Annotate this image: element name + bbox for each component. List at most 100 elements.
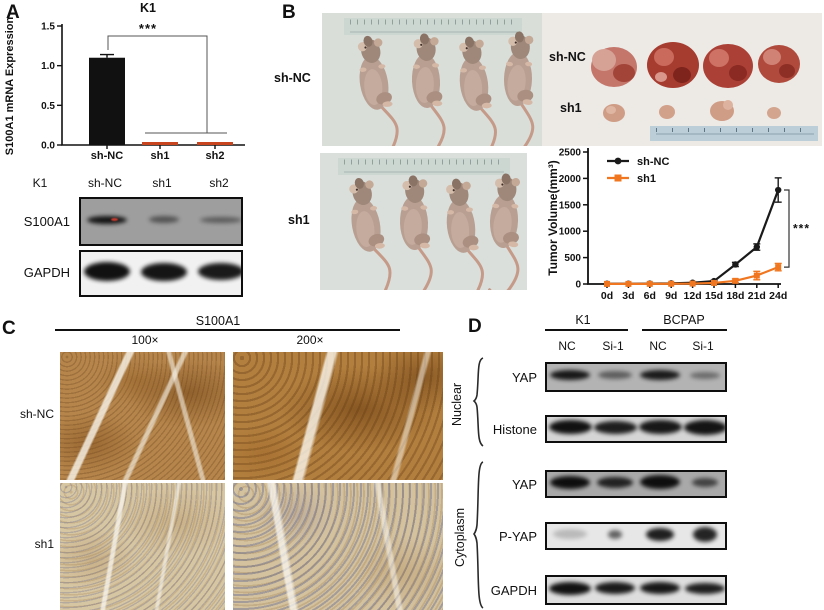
panel-c-label: C (2, 318, 16, 339)
ihc-image-sh-nc-200x (233, 352, 443, 480)
lane-label: Si-1 (692, 339, 714, 353)
mice-photo-sh1 (320, 153, 527, 290)
panel-a-row-label: S100A1 (23, 214, 70, 229)
lane-label: NC (649, 339, 667, 353)
svg-text:24d: 24d (769, 290, 787, 302)
lane-label: Si-1 (602, 339, 624, 353)
blot-band (84, 262, 130, 281)
ihc-row-label: sh-NC (19, 407, 54, 421)
panel-d-label: D (468, 316, 482, 337)
western-blot-histone (545, 415, 727, 443)
blot-band (550, 475, 590, 489)
blot-band (640, 582, 680, 594)
cytoplasm-brace (472, 461, 484, 609)
blot-band (198, 263, 241, 280)
mice-group-label: sh-NC (274, 71, 311, 85)
panel-a-lane-label: sh2 (209, 176, 229, 190)
blot-band (608, 529, 622, 539)
fraction-label-nuclear: Nuclear (450, 382, 464, 426)
mice-group-label: sh1 (288, 213, 310, 227)
blot-band (683, 419, 725, 435)
svg-text:0d: 0d (601, 290, 613, 302)
cell-line-underline (545, 329, 628, 331)
blot-row-label: YAP (511, 370, 537, 385)
ihc-row-label: sh1 (34, 537, 54, 551)
blot-artifact-red (111, 218, 118, 221)
fraction-label-cytoplasm: Cytoplasm (453, 507, 467, 567)
panel-a-lane-label: sh1 (152, 176, 172, 190)
svg-text:6d: 6d (644, 290, 656, 302)
blot-band (640, 370, 680, 380)
svg-text:12d: 12d (684, 290, 702, 302)
cell-line-underline (642, 329, 727, 331)
blot-band (685, 582, 725, 594)
blot-band (595, 582, 635, 594)
tumor-photo (542, 13, 822, 146)
blot-band (200, 216, 241, 223)
panel-b-label: B (282, 2, 296, 23)
ihc-image-sh1-100x (60, 483, 225, 610)
cell-line-header: BCPAP (663, 313, 705, 327)
blot-row-label: Histone (492, 422, 537, 437)
lane-label: NC (558, 339, 576, 353)
magnification-label: 100× (131, 333, 159, 347)
blot-band (646, 527, 674, 541)
svg-text:K1: K1 (140, 1, 156, 15)
cell-line-header: K1 (575, 313, 591, 327)
svg-text:sh1: sh1 (637, 173, 656, 185)
nuclear-brace (472, 357, 484, 447)
western-blot-p-yap (545, 522, 727, 550)
panel-a-bar-chart: K1 S100A1 mRNA Expression 0.0 0.5 1.0 1.5 sh-N… (4, 1, 245, 162)
svg-text:0: 0 (575, 280, 581, 291)
svg-text:18d: 18d (726, 290, 744, 302)
tumor-group-label: sh-NC (549, 50, 586, 64)
ihc-image-sh-nc-100x (60, 352, 225, 480)
svg-text:500: 500 (564, 253, 581, 264)
blot-row-label: YAP (511, 477, 537, 492)
tumors-sh1 (603, 100, 781, 122)
blot-row-label: P-YAP (498, 529, 537, 544)
western-blot-cytoplasm-yap (545, 470, 727, 498)
panel-a-blot-cellline: K1 (32, 176, 48, 190)
svg-text:S100A1 mRNA Expression: S100A1 mRNA Expression (4, 17, 16, 156)
western-blot-nuclear-yap (545, 362, 727, 392)
svg-text:3d: 3d (622, 290, 634, 302)
blot-row-label: GAPDH (490, 583, 537, 598)
svg-text:2500: 2500 (559, 148, 582, 159)
blot-band (550, 370, 590, 380)
blot-band (693, 526, 717, 542)
blot-band (593, 420, 637, 434)
svg-text:***: *** (793, 222, 810, 236)
blot-band (549, 581, 591, 595)
svg-text:1.5: 1.5 (41, 22, 55, 33)
tumors-sh-nc (591, 42, 800, 88)
svg-text:***: *** (139, 21, 157, 36)
svg-text:1500: 1500 (559, 200, 582, 211)
svg-text:2000: 2000 (559, 174, 582, 185)
blot-band (548, 420, 592, 434)
mice-photo-sh-nc (322, 13, 545, 146)
ihc-image-sh1-200x (233, 483, 443, 610)
blot-band (149, 216, 179, 223)
svg-text:Tumor Volume(mm³): Tumor Volume(mm³) (546, 160, 560, 276)
blot-band (597, 476, 633, 488)
western-blot-s100a1 (79, 197, 243, 246)
panel-a-label: A (6, 2, 20, 23)
panel-c-title-underline (55, 329, 400, 331)
blot-band (638, 420, 682, 434)
blot-band (553, 529, 587, 539)
panel-c-title: S100A1 (195, 314, 241, 328)
panel-a-lane-label: sh-NC (87, 176, 122, 190)
svg-text:sh-NC: sh-NC (637, 156, 669, 168)
panel-a-row-label: GAPDH (23, 265, 70, 280)
svg-text:0.5: 0.5 (41, 101, 55, 112)
svg-text:21d: 21d (748, 290, 766, 302)
blot-band (692, 477, 718, 487)
svg-text:1000: 1000 (559, 227, 582, 238)
svg-text:sh2: sh2 (206, 150, 225, 162)
blot-band (141, 262, 187, 281)
magnification-label: 200× (296, 333, 324, 347)
blot-band (87, 215, 127, 224)
blot-band (598, 371, 632, 379)
